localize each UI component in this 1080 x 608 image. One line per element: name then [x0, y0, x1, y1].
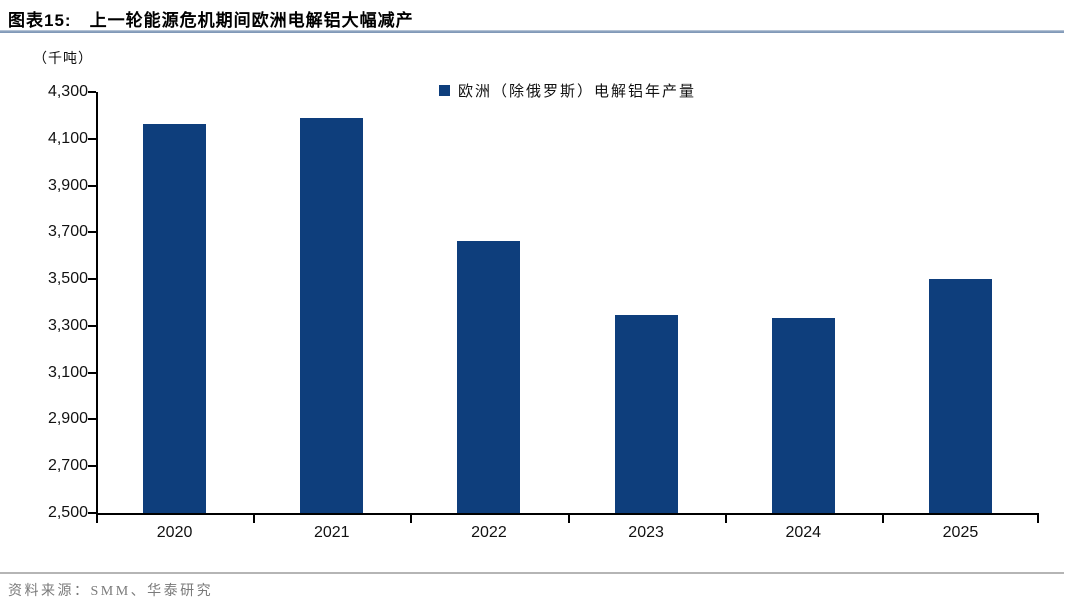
bar-2023 [614, 315, 678, 513]
y-tick-label: 2,900 [47, 410, 88, 428]
y-tick-label: 4,300 [47, 83, 88, 100]
y-axis-tick [88, 371, 96, 374]
y-tick-label: 3,900 [47, 176, 88, 194]
bar-2022 [457, 240, 521, 513]
x-axis-tick [410, 515, 412, 523]
x-tick-label-2022: 2022 [471, 524, 507, 541]
y-axis-tick [88, 231, 96, 234]
footer-divider [0, 572, 1064, 574]
y-axis-tick [88, 418, 96, 421]
plot-area [88, 91, 1039, 523]
x-axis-labels: 2020 2021 2022 2023 2024 2025 [96, 524, 1039, 542]
legend-label: 欧洲（除俄罗斯）电解铝年产量 [457, 83, 696, 100]
y-axis-unit-label: （千吨） [33, 50, 93, 66]
figure-title: 上一轮能源危机期间欧洲电解铝大幅减产 [89, 11, 414, 30]
figure-label: 图表15: [8, 11, 72, 30]
x-axis-tick [725, 515, 727, 523]
y-tick-label: 3,100 [47, 363, 88, 381]
bar-2024 [771, 317, 835, 513]
bar-2025 [928, 279, 992, 513]
y-axis-tick [88, 512, 96, 514]
figure-header: 图表15: 上一轮能源危机期间欧洲电解铝大幅减产 [8, 6, 414, 31]
y-axis-tick [88, 137, 96, 140]
y-axis-tick [88, 278, 96, 281]
x-axis-tick [568, 515, 570, 523]
title-underline [0, 30, 1064, 33]
y-tick-label: 4,100 [47, 129, 88, 147]
x-axis-tick [882, 515, 884, 523]
source-note: 资料来源：SMM、华泰研究 [8, 584, 214, 599]
x-tick-label-2020: 2020 [156, 524, 193, 541]
y-axis-tick [88, 91, 96, 93]
x-tick-label-2023: 2023 [628, 524, 664, 541]
y-axis-labels: 4,300 4,100 3,900 3,700 3,500 3,300 3,100 2,900… [14, 0, 88, 560]
y-axis-tick [88, 324, 96, 327]
y-tick-label: 3,700 [47, 223, 88, 241]
x-tick-label-2021: 2021 [313, 524, 350, 541]
y-axis-tick [88, 184, 96, 187]
x-axis-tick [96, 515, 98, 523]
legend: 欧洲（除俄罗斯）电解铝年产量 [96, 80, 1039, 101]
y-tick-label: 3,300 [47, 316, 88, 334]
y-axis-line [96, 92, 98, 515]
legend-square-icon [438, 85, 450, 96]
y-axis-tick [88, 465, 96, 468]
y-tick-label: 3,500 [47, 270, 88, 288]
x-axis-line [96, 513, 1039, 515]
x-axis-tick [1037, 515, 1039, 523]
bar-2021 [300, 117, 364, 513]
x-tick-label-2024: 2024 [785, 524, 822, 541]
y-tick-label: 2,500 [47, 504, 88, 521]
y-tick-label: 2,700 [47, 457, 88, 475]
bar-2020 [143, 123, 207, 513]
x-axis-tick [253, 515, 255, 523]
x-tick-label-2025: 2025 [942, 524, 979, 541]
